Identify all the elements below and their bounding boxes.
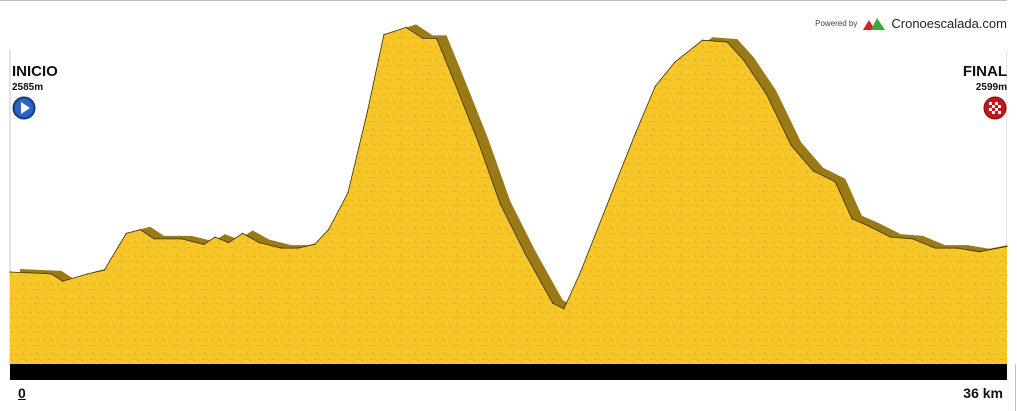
data-point-37 xyxy=(743,59,745,62)
data-point-26 xyxy=(499,203,501,205)
data-point-49 xyxy=(1006,245,1008,247)
brand-name: Cronoescalada.com xyxy=(891,16,1007,31)
data-point-5 xyxy=(125,232,127,234)
data-point-46 xyxy=(934,247,936,249)
profile-line xyxy=(9,26,1008,310)
data-point-45 xyxy=(912,238,914,240)
finish-label: FINAL xyxy=(962,63,1007,80)
data-point-8 xyxy=(181,238,183,240)
play-icon[interactable] xyxy=(12,96,36,120)
data-point-23 xyxy=(435,37,438,40)
data-point-32 xyxy=(635,131,637,133)
data-point-38 xyxy=(765,93,767,95)
data-point-31 xyxy=(610,194,612,196)
data-point-47 xyxy=(956,247,958,249)
data-point-20 xyxy=(383,34,385,36)
start-label: INICIO xyxy=(12,63,58,80)
data-point-13 xyxy=(258,242,260,244)
x-axis-bar xyxy=(10,364,1007,380)
data-point-33 xyxy=(654,85,656,87)
right-margin xyxy=(1007,0,1017,364)
data-point-30 xyxy=(579,271,582,273)
data-point-15 xyxy=(297,247,299,249)
data-point-27 xyxy=(524,253,526,255)
powered-by-text: Powered by xyxy=(815,19,858,28)
data-point-2 xyxy=(62,280,64,282)
data-point-41 xyxy=(834,181,836,183)
data-point-22 xyxy=(422,37,424,40)
data-point-14 xyxy=(280,247,282,249)
data-point-0 xyxy=(9,271,11,273)
data-point-44 xyxy=(890,236,892,238)
data-point-16 xyxy=(314,243,316,245)
start-marker: INICIO 2585m xyxy=(12,64,58,125)
profile-area xyxy=(10,27,1007,365)
data-point-1 xyxy=(50,273,53,275)
data-point-48 xyxy=(978,251,980,253)
x-tick-label-start: 0 xyxy=(18,385,26,401)
data-point-25 xyxy=(477,140,479,142)
finish-elevation: 2599m xyxy=(975,82,1007,93)
data-point-40 xyxy=(812,170,814,172)
data-point-34 xyxy=(674,61,676,63)
data-point-17 xyxy=(327,229,330,231)
x-tick-label-end: 36 km xyxy=(963,385,1003,401)
data-point-7 xyxy=(153,238,155,240)
data-point-12 xyxy=(242,232,244,234)
brand[interactable]: Powered by Cronoescalada.com xyxy=(815,16,1007,31)
data-point-19 xyxy=(366,111,368,113)
data-point-28 xyxy=(552,302,554,304)
data-point-9 xyxy=(203,243,205,245)
checkered-flag-icon[interactable] xyxy=(983,96,1007,120)
data-point-24 xyxy=(452,78,454,80)
data-point-6 xyxy=(139,229,141,231)
mountain-logo-icon xyxy=(863,17,886,30)
data-point-21 xyxy=(405,26,407,28)
data-point-3 xyxy=(86,273,89,275)
data-point-11 xyxy=(228,242,230,244)
data-point-35 xyxy=(701,39,704,41)
frame-top-line xyxy=(0,0,1017,1)
start-elevation: 2585m xyxy=(12,82,44,93)
data-point-29 xyxy=(563,308,565,310)
data-point-42 xyxy=(851,218,853,220)
data-point-43 xyxy=(867,225,870,227)
data-point-36 xyxy=(726,41,728,43)
data-point-18 xyxy=(347,192,349,194)
finish-marker: FINAL 2599m xyxy=(963,64,1007,125)
data-point-10 xyxy=(214,236,216,238)
data-point-4 xyxy=(103,269,105,271)
data-point-39 xyxy=(790,144,792,146)
